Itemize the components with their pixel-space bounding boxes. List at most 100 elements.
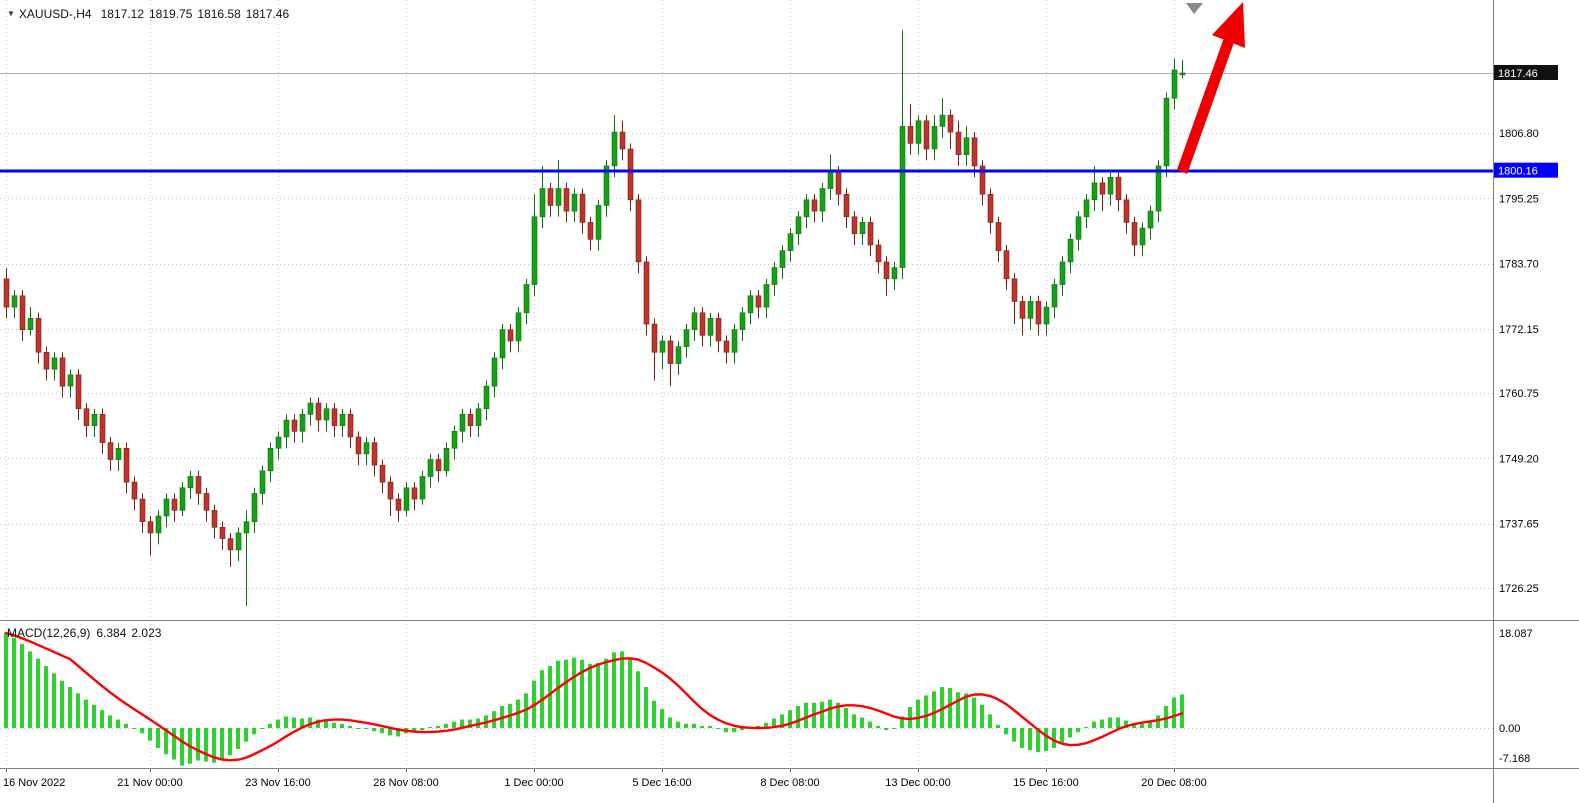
bear-candle (1011, 278, 1018, 302)
bear-candle (995, 222, 1002, 251)
bull-candle (1155, 165, 1162, 212)
macd-histogram-bar (1124, 720, 1128, 728)
trend-arrow-shaft[interactable] (1176, 38, 1235, 174)
macd-histogram-bar (1060, 728, 1064, 743)
bull-candle (483, 385, 490, 410)
bear-candle (467, 414, 474, 426)
bull-candle (739, 312, 746, 330)
macd-histogram-bar (308, 717, 312, 728)
macd-histogram-bar (580, 659, 584, 728)
bear-candle (195, 476, 202, 494)
macd-histogram-bar (668, 717, 672, 728)
macd-histogram-bar (900, 716, 904, 728)
bear-candle (667, 340, 674, 364)
macd-histogram-bar (380, 728, 384, 734)
bull-candle (539, 188, 546, 218)
bear-candle (875, 244, 882, 263)
macd-histogram-bar (596, 662, 600, 728)
bear-candle (227, 538, 234, 551)
bear-candle (923, 120, 930, 150)
macd-histogram-bar (60, 680, 64, 728)
bear-candle (955, 131, 962, 155)
macd-histogram-bar (428, 726, 432, 728)
bull-candle (155, 515, 162, 534)
macd-histogram-bar (964, 693, 968, 728)
macd-histogram-bar (572, 657, 576, 728)
bull-candle (1043, 306, 1050, 325)
bear-candle (755, 295, 762, 308)
bear-candle (635, 199, 642, 263)
macd-histogram-bar (420, 728, 424, 731)
macd-histogram-bar (972, 697, 976, 728)
macd-histogram-bar (244, 728, 248, 742)
bull-candle (251, 493, 258, 522)
bear-candle (171, 498, 178, 511)
bear-candle (355, 436, 362, 455)
bear-candle (219, 527, 226, 539)
bull-candle (1107, 176, 1114, 195)
macd-histogram-bar (860, 717, 864, 728)
macd-histogram-bar (52, 673, 56, 728)
macd-histogram-bar (44, 666, 48, 728)
macd-histogram-bar (988, 714, 992, 728)
bull-candle (1067, 239, 1074, 263)
bear-candle (867, 222, 874, 246)
bull-candle (1139, 227, 1146, 246)
bear-candle (395, 498, 402, 511)
price-badge-label: 1800.16 (1498, 166, 1538, 178)
bull-candle (451, 431, 458, 449)
macd-histogram-bar (1020, 728, 1024, 748)
macd-histogram-bar (444, 723, 448, 728)
bear-candle (883, 261, 890, 280)
macd-histogram-bar (1084, 726, 1088, 728)
date-axis-label: 5 Dec 16:00 (632, 777, 691, 789)
macd-axis-label: 0.00 (1499, 723, 1520, 735)
bear-candle (83, 408, 90, 426)
macd-histogram-bar (340, 723, 344, 728)
macd-histogram-bar (92, 704, 96, 728)
bear-candle (843, 193, 850, 218)
macd-histogram-bar (764, 722, 768, 728)
macd-histogram-bar (1108, 717, 1112, 728)
trend-arrow-head[interactable] (1212, 2, 1245, 48)
macd-histogram-bar (332, 722, 336, 728)
bull-candle (459, 414, 466, 432)
hline-price-badge (1494, 162, 1558, 178)
macd-histogram-bar (676, 721, 680, 728)
macd-histogram-bar (468, 719, 472, 728)
macd-histogram-bar (412, 728, 416, 733)
macd-histogram-bar (604, 658, 608, 728)
date-axis-label: 13 Dec 00:00 (885, 777, 950, 789)
bull-candle (115, 447, 122, 460)
macd-histogram-bar (348, 725, 352, 728)
bear-candle (43, 351, 50, 370)
macd-histogram-bar (924, 695, 928, 728)
macd-axis-label: -7.168 (1499, 753, 1530, 765)
macd-histogram-bar (196, 728, 200, 761)
macd-histogram-bar (1092, 721, 1096, 728)
bear-candle (371, 442, 378, 466)
macd-histogram-bar (20, 643, 24, 728)
macd-histogram-bar (356, 728, 360, 729)
macd-histogram-bar (436, 725, 440, 728)
bear-candle (907, 126, 914, 144)
object-anchor-icon (1186, 3, 1203, 14)
bull-candle (307, 402, 314, 415)
bear-candle (811, 199, 818, 212)
bull-candle (243, 521, 250, 534)
macd-histogram-bar (396, 728, 400, 737)
bull-candle (187, 476, 194, 489)
macd-histogram-bar (316, 719, 320, 728)
macd-histogram-bar (852, 714, 856, 728)
bear-candle (203, 493, 210, 511)
macd-histogram-bar (372, 728, 376, 732)
bear-candle (979, 165, 986, 195)
bear-candle (547, 188, 554, 206)
date-axis-label: 8 Dec 08:00 (760, 777, 819, 789)
macd-histogram-bar (76, 693, 80, 728)
bear-candle (147, 521, 154, 534)
bull-candle (1075, 216, 1082, 240)
macd-axis-label: 18.087 (1499, 628, 1533, 640)
bull-candle (915, 120, 922, 144)
